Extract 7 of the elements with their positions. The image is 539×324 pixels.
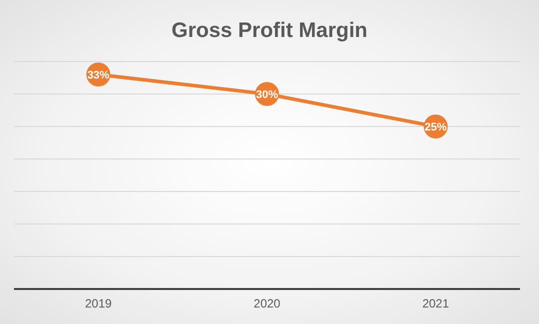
data-label: 30% [256, 89, 278, 101]
data-label: 25% [424, 122, 447, 134]
chart-title: Gross Profit Margin [171, 19, 368, 42]
data-label: 33% [87, 70, 110, 82]
x-tick-label: 2019 [84, 296, 112, 311]
x-tick-label: 2021 [422, 296, 450, 311]
x-tick-label: 2020 [254, 296, 281, 311]
